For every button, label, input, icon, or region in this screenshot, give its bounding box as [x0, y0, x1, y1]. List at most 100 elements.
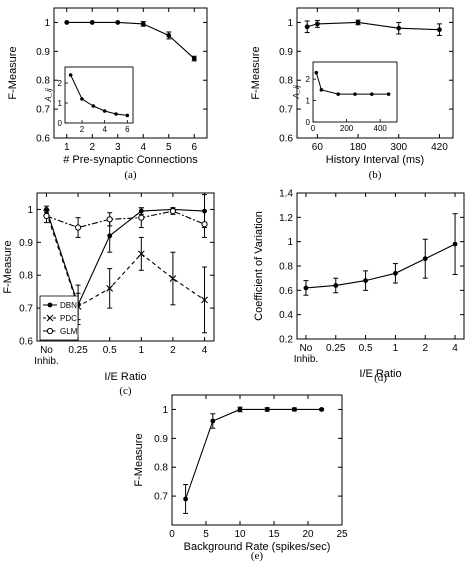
panel-caption: (d) — [374, 372, 387, 384]
y-tick-label: 1 — [44, 18, 50, 29]
x-axis-label: I/E Ratio — [359, 368, 401, 380]
series-line — [185, 408, 322, 500]
y-tick-label: 0.6 — [36, 134, 50, 145]
inset-x-tick-label: 2 — [80, 125, 85, 134]
x-axis-label: I/E Ratio — [104, 371, 146, 383]
y-tick-label: 0.7 — [154, 492, 168, 503]
data-point — [355, 20, 361, 25]
data-point — [201, 296, 208, 304]
data-point — [166, 33, 172, 38]
inset-x-tick-label: 200 — [340, 124, 354, 133]
inset-data-point — [114, 112, 118, 116]
inset-x-tick-label: 6 — [125, 125, 130, 134]
inset-data-point — [125, 113, 130, 118]
y-tick-label: 0.9 — [36, 47, 50, 58]
data-point — [74, 224, 82, 231]
plot-frame — [53, 7, 208, 139]
plot-frame — [296, 7, 454, 139]
data-point — [422, 256, 428, 262]
inset-data-point — [102, 109, 107, 113]
data-point — [64, 20, 70, 25]
series-line — [307, 21, 440, 31]
series-line-pdc — [45, 212, 205, 308]
chart-c: 0.6 0.7 0.8 0.9 1 No Inhib. 0.25 0.5 1 2 4 I/E Ratio… — [2, 192, 215, 397]
legend-label: DBN — [60, 301, 77, 310]
y-tick-label: 0.8 — [279, 76, 293, 87]
y-tick-label: 1.4 — [279, 189, 293, 200]
inset-y-tick-label: 1 — [306, 97, 311, 106]
y-tick-label: 1 — [162, 405, 168, 416]
x-tick-label: 300 — [390, 142, 407, 153]
inset-data-point — [80, 97, 84, 101]
y-tick-label: 0.8 — [19, 271, 33, 282]
inset-data-point — [68, 73, 73, 77]
x-tick-label: 5 — [203, 529, 209, 540]
data-point — [303, 285, 309, 291]
inset-y-axis-label: A_ij — [292, 85, 301, 100]
x-tick-label: 0.25 — [326, 343, 346, 354]
y-axis-label: Coefficient of Variation — [253, 211, 265, 321]
y-axis-label: F-Measure — [133, 433, 145, 486]
y-tick-label: 0.8 — [36, 76, 50, 87]
x-tick-label: 0 — [169, 529, 175, 540]
x-tick-label: 10 — [234, 529, 246, 540]
x-tick-label: 420 — [431, 142, 448, 153]
inset-frame — [64, 66, 134, 124]
y-axis-label: F-Measure — [250, 46, 262, 99]
inset-data-point — [314, 70, 319, 75]
x-axis-label: History Interval (ms) — [326, 154, 424, 166]
inset-y-tick-label: 0 — [58, 119, 63, 128]
y-tick-label: 0.7 — [19, 304, 33, 315]
y-tick-label: 1.2 — [279, 213, 293, 224]
data-point — [452, 241, 458, 247]
inset-y-tick-label: 2 — [306, 75, 311, 84]
x-tick-label: 15 — [268, 529, 280, 540]
data-point — [140, 21, 146, 27]
x-tick-label: 4 — [452, 343, 458, 354]
y-tick-label: 0.4 — [279, 310, 293, 321]
y-tick-label: 0.6 — [279, 286, 293, 297]
y-tick-label: 0.8 — [279, 262, 293, 273]
x-tick-label: 1 — [64, 142, 70, 153]
data-point — [319, 407, 324, 412]
x-tick-label: 4 — [202, 345, 208, 356]
data-point — [393, 270, 398, 276]
inset-y-tick-label: 2 — [58, 79, 63, 88]
inset-a: 0 1 2 2 4 6 A_ij — [44, 66, 134, 134]
legend-label: GLM — [60, 327, 78, 336]
y-tick-label: 0.8 — [154, 463, 168, 474]
inset-y-tick-label: 0 — [306, 118, 311, 127]
chart-d: 0.2 0.4 0.6 0.8 1 1.2 1.4 No Inhib. 0.25 0.5 1 2 4 I/E… — [253, 189, 465, 384]
y-tick-label: 0.9 — [279, 47, 293, 58]
data-point — [191, 56, 197, 61]
x-tick-label: 2 — [170, 345, 176, 356]
y-tick-label: 0.7 — [36, 105, 50, 116]
data-point — [292, 407, 297, 412]
inset-series-line — [315, 72, 389, 95]
y-tick-label: 0.7 — [279, 105, 293, 116]
data-point — [115, 20, 121, 25]
x-tick-label: No Inhib. — [294, 343, 318, 365]
data-point — [201, 221, 208, 228]
x-tick-label: 5 — [166, 142, 172, 153]
x-tick-label: 2 — [89, 142, 95, 153]
series-line — [66, 21, 195, 59]
x-axis-label: # Pre-synaptic Connections — [63, 154, 198, 166]
data-point — [43, 212, 50, 220]
y-axis-label: F-Measure — [7, 46, 19, 99]
data-point — [237, 407, 243, 412]
data-point — [210, 418, 216, 424]
x-tick-label: 4 — [140, 142, 146, 153]
x-tick-label: 3 — [115, 142, 121, 153]
legend-marker — [46, 314, 54, 322]
legend-marker — [46, 327, 54, 335]
panel-caption: (a) — [124, 169, 137, 181]
x-tick-label: 1 — [139, 345, 145, 356]
data-point — [138, 214, 145, 221]
data-point — [264, 407, 270, 412]
inset-x-tick-label: 0 — [311, 124, 316, 133]
x-tick-label: 0.25 — [68, 345, 88, 356]
x-tick-label: 180 — [350, 142, 367, 153]
